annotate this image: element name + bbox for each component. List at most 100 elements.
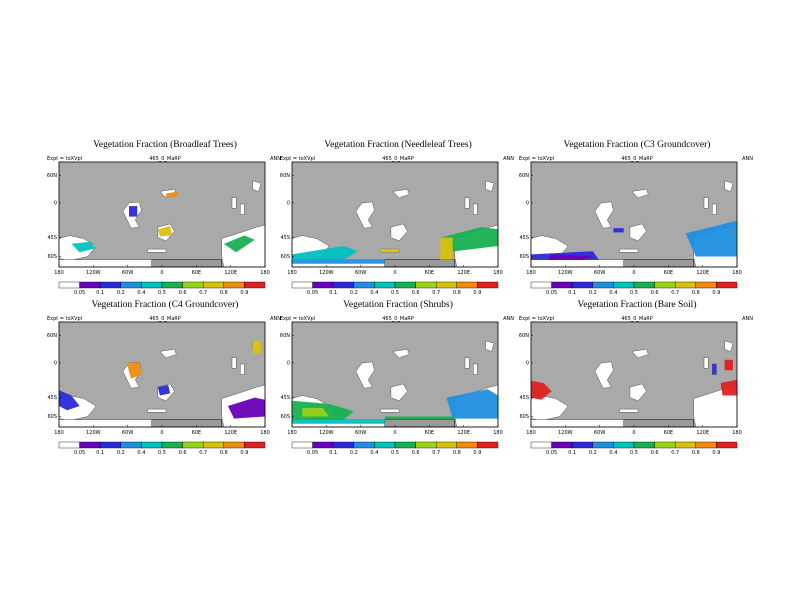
lon-label: 180 xyxy=(287,270,297,276)
lat-label: 0 xyxy=(54,360,57,366)
land-bar xyxy=(380,408,400,413)
vegetation-patch xyxy=(380,249,400,253)
lat-label: 60N xyxy=(280,333,290,339)
land-eastTop xyxy=(252,180,262,192)
map-shrubs: 60N 0 45S 60S 180 120W 60W 0 60E 120E 180 0.05 0.1 0.… xyxy=(280,321,503,456)
land-eastIsl2 xyxy=(473,203,478,215)
land-eastIsl1 xyxy=(231,197,237,209)
lon-label: 180 xyxy=(54,270,64,276)
panel-period-label: ANN xyxy=(742,156,753,162)
lon-label: 60E xyxy=(664,430,674,436)
panel-expt-label: Expt = toXVpl xyxy=(280,316,316,322)
colorbar-swatch xyxy=(415,441,437,449)
land-africa xyxy=(355,361,375,389)
colorbar-label: 0.6 xyxy=(412,450,420,456)
colorbar-swatch xyxy=(312,281,334,289)
colorbar-swatch xyxy=(79,441,101,449)
colorbar-label: 0.8 xyxy=(692,450,700,456)
colorbar-swatch xyxy=(674,441,696,449)
colorbar-swatch xyxy=(551,441,573,449)
lat-label: 60S xyxy=(280,254,290,260)
vegetation-patch xyxy=(712,364,717,375)
panel-expt-label: Expt = toXVpl xyxy=(519,316,555,322)
colorbar-label: 0.4 xyxy=(609,290,617,296)
colorbar-swatch xyxy=(654,441,676,449)
colorbar-label: 0.6 xyxy=(651,450,659,456)
lat-label: 60N xyxy=(519,173,529,179)
colorbar-swatch xyxy=(161,441,183,449)
colorbar-swatch xyxy=(141,281,163,289)
colorbar-label: 0.8 xyxy=(692,290,700,296)
colorbar-label: 0.5 xyxy=(391,450,399,456)
colorbar-swatch xyxy=(456,281,478,289)
vegetation-patch xyxy=(446,389,498,419)
vegetation-patch xyxy=(292,419,385,424)
colorbar-swatch xyxy=(100,281,122,289)
vegetation-patch xyxy=(613,228,624,233)
colorbar-label: 0.2 xyxy=(589,450,597,456)
map-c3-groundcover: 60N 0 45S 60S 180 120W 60W 0 60E 120E 180 0.05 0.1 0.… xyxy=(519,161,742,296)
colorbar-label: 0.1 xyxy=(329,290,337,296)
lat-label: 45S xyxy=(519,395,529,401)
colorbar-swatch xyxy=(223,441,245,449)
colorbar-swatch xyxy=(120,281,142,289)
vegetation-patch xyxy=(720,379,737,396)
colorbar-label: 0.9 xyxy=(240,450,248,456)
colorbar-swatch xyxy=(415,281,437,289)
lon-label: 0 xyxy=(632,430,635,436)
colorbar-label: 0.6 xyxy=(179,290,187,296)
panel-period-label: ANN xyxy=(503,316,514,322)
panel-run-label: 465_0_MaRP xyxy=(621,316,653,322)
lat-label: 60S xyxy=(47,414,57,420)
colorbar-swatch xyxy=(161,281,183,289)
vegetation-patch xyxy=(384,416,455,420)
lat-label: 0 xyxy=(287,200,290,206)
lat-label: 60N xyxy=(47,333,57,339)
lat-label: 45S xyxy=(47,395,57,401)
lon-label: 180 xyxy=(526,270,536,276)
colorbar-swatch xyxy=(551,281,573,289)
colorbar-swatch xyxy=(374,441,396,449)
colorbar-label: 0.7 xyxy=(671,450,679,456)
land-samer xyxy=(392,349,410,358)
map-bare-soil: 60N 0 45S 60S 180 120W 60W 0 60E 120E 180 0.05 0.1 0.… xyxy=(519,321,742,456)
lon-label: 180 xyxy=(260,270,270,276)
panel-expt-label: Expt = toXVpl xyxy=(47,316,83,322)
colorbar-label: 0.6 xyxy=(179,450,187,456)
colorbar-label: 0.05 xyxy=(307,290,318,296)
land-africa xyxy=(594,201,614,229)
panel-title: Vegetation Fraction (C4 Groundcover) xyxy=(91,300,239,310)
land-eastIsl2 xyxy=(240,203,245,215)
lon-label: 60W xyxy=(594,430,605,436)
colorbar-swatch xyxy=(182,281,204,289)
colorbar-swatch xyxy=(477,441,499,449)
vegetation-patch xyxy=(252,340,261,354)
colorbar-label: 0.05 xyxy=(546,450,557,456)
lat-label: 45S xyxy=(280,395,290,401)
land-bar xyxy=(619,248,639,253)
map-needleleaf-trees: 60N 0 45S 60S 180 120W 60W 0 60E 120E 180 0.05 0.1 0.… xyxy=(280,161,503,296)
colorbar-swatch xyxy=(374,281,396,289)
colorbar-swatch xyxy=(312,441,334,449)
colorbar-label: 0.4 xyxy=(137,290,145,296)
colorbar-label: 0.4 xyxy=(609,450,617,456)
land-samer xyxy=(159,349,177,358)
land-bar xyxy=(147,408,167,413)
colorbar-swatch xyxy=(633,441,655,449)
colorbar-swatch xyxy=(79,281,101,289)
panel-title: Vegetation Fraction (Broadleaf Trees) xyxy=(93,140,237,150)
panel-run-label: 465_0_MaRP xyxy=(621,156,653,162)
lon-label: 60E xyxy=(192,430,202,436)
lon-label: 180 xyxy=(493,430,503,436)
colorbar-swatch xyxy=(58,281,80,289)
lat-label: 60S xyxy=(280,414,290,420)
colorbar-label: 0.7 xyxy=(671,290,679,296)
lon-label: 60E xyxy=(425,270,435,276)
lon-label: 120E xyxy=(224,430,237,436)
panel-run-label: 465_0_MaRP xyxy=(382,316,414,322)
colorbar-label: 0.5 xyxy=(391,290,399,296)
panel-shrubs: Vegetation Fraction (Shrubs) Expt = toXV… xyxy=(278,300,518,475)
land-africa xyxy=(594,361,614,389)
lat-label: 0 xyxy=(287,360,290,366)
lat-label: 60S xyxy=(519,414,529,420)
